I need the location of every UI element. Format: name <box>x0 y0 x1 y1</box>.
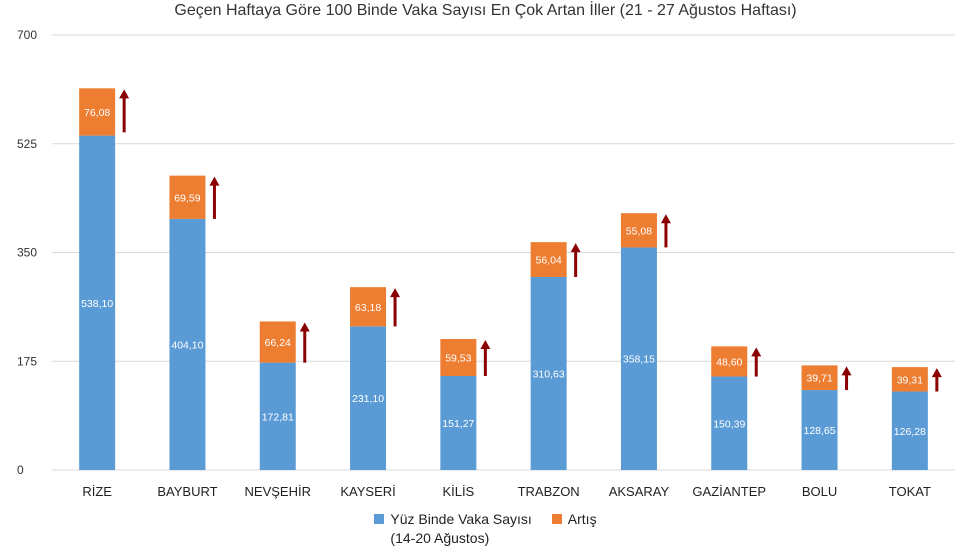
legend-label: Yüz Binde Vaka Sayısı (14-20 Ağustos) <box>390 510 531 548</box>
bar-base-6 <box>530 276 567 470</box>
up-arrow-icon <box>299 322 310 332</box>
y-tick-label: 350 <box>17 246 37 260</box>
bar-increase-3 <box>259 321 296 363</box>
legend-label: Artış <box>568 510 597 529</box>
legend-item: Yüz Binde Vaka Sayısı (14-20 Ağustos) <box>374 510 532 548</box>
category-label: AKSARAY <box>609 484 670 499</box>
value-label-base: 310,63 <box>533 368 565 380</box>
y-tick-label: 700 <box>17 28 37 42</box>
value-label-base: 151,27 <box>442 418 474 430</box>
legend-item: Artış <box>551 510 597 529</box>
category-label: GAZİANTEP <box>692 484 766 499</box>
bar-base-5 <box>440 375 477 470</box>
bar-increase-1 <box>79 88 116 136</box>
value-label-base: 150,39 <box>713 418 745 430</box>
up-arrow-icon <box>119 89 130 99</box>
y-tick-label: 0 <box>17 463 24 477</box>
up-arrow-icon <box>841 366 852 376</box>
legend-label-line: Yüz Binde Vaka Sayısı <box>390 511 532 527</box>
legend-swatch <box>374 514 385 524</box>
category-label: KİLİS <box>442 484 474 499</box>
legend-swatch <box>551 514 562 524</box>
value-label-increase: 76,08 <box>84 107 110 119</box>
value-label-increase: 69,59 <box>174 192 200 204</box>
bar-base-2 <box>169 218 206 470</box>
value-label-increase: 48,60 <box>716 356 742 368</box>
up-arrow-icon <box>931 368 942 378</box>
bar-increase-8 <box>711 346 748 377</box>
up-arrow-icon <box>570 243 581 253</box>
category-label: TRABZON <box>518 484 580 499</box>
bar-increase-2 <box>169 175 206 219</box>
bar-increase-9 <box>801 365 838 391</box>
value-label-base: 358,15 <box>623 354 655 366</box>
bar-increase-4 <box>350 287 387 327</box>
y-tick-label: 525 <box>17 137 37 151</box>
bar-increase-10 <box>891 367 928 392</box>
y-tick-label: 175 <box>17 354 37 368</box>
category-label: BOLU <box>802 484 837 499</box>
up-arrow-icon <box>209 176 220 186</box>
bar-base-9 <box>801 390 838 470</box>
bar-increase-7 <box>620 213 657 248</box>
chart-legend: Yüz Binde Vaka Sayısı (14-20 Ağustos) Artı… <box>0 510 971 548</box>
value-label-base: 172,81 <box>262 411 294 423</box>
bar-increase-5 <box>440 339 477 376</box>
value-label-increase: 59,53 <box>445 352 471 364</box>
chart-title: Geçen Haftaya Göre 100 Binde Vaka Sayısı… <box>174 2 797 19</box>
category-label: NEVŞEHİR <box>245 484 311 499</box>
value-label-increase: 55,08 <box>626 225 652 237</box>
category-label: TOKAT <box>889 484 931 499</box>
up-arrow-icon <box>751 347 762 357</box>
chart-plot: 0 175 350 525 700 538,10 76,08 RİZE 404,10 69,59 B… <box>17 28 955 499</box>
legend-label-line: Artış <box>567 511 597 527</box>
bar-increase-6 <box>530 242 567 277</box>
bar-base-1 <box>79 135 116 470</box>
value-label-base: 231,10 <box>352 393 384 405</box>
value-label-increase: 39,31 <box>897 374 923 386</box>
up-arrow-icon <box>660 214 671 224</box>
up-arrow-icon <box>480 340 491 350</box>
value-label-increase: 39,71 <box>806 373 832 385</box>
value-label-base: 404,10 <box>171 339 203 351</box>
value-label-increase: 63,18 <box>355 302 381 314</box>
value-label-increase: 56,04 <box>536 255 562 267</box>
category-label: KAYSERİ <box>340 484 395 499</box>
legend-label-line: (14-20 Ağustos) <box>390 530 490 546</box>
bar-base-8 <box>711 376 748 470</box>
bar-base-10 <box>891 391 928 470</box>
bar-base-3 <box>259 362 296 470</box>
up-arrow-icon <box>390 288 401 298</box>
value-label-base: 538,10 <box>81 298 113 310</box>
value-label-base: 126,28 <box>894 426 926 438</box>
bar-base-4 <box>350 326 387 470</box>
category-label: RİZE <box>82 484 112 499</box>
category-label: BAYBURT <box>157 484 217 499</box>
value-label-increase: 66,24 <box>265 337 291 349</box>
value-label-base: 128,65 <box>803 425 835 437</box>
bar-base-7 <box>620 247 657 470</box>
